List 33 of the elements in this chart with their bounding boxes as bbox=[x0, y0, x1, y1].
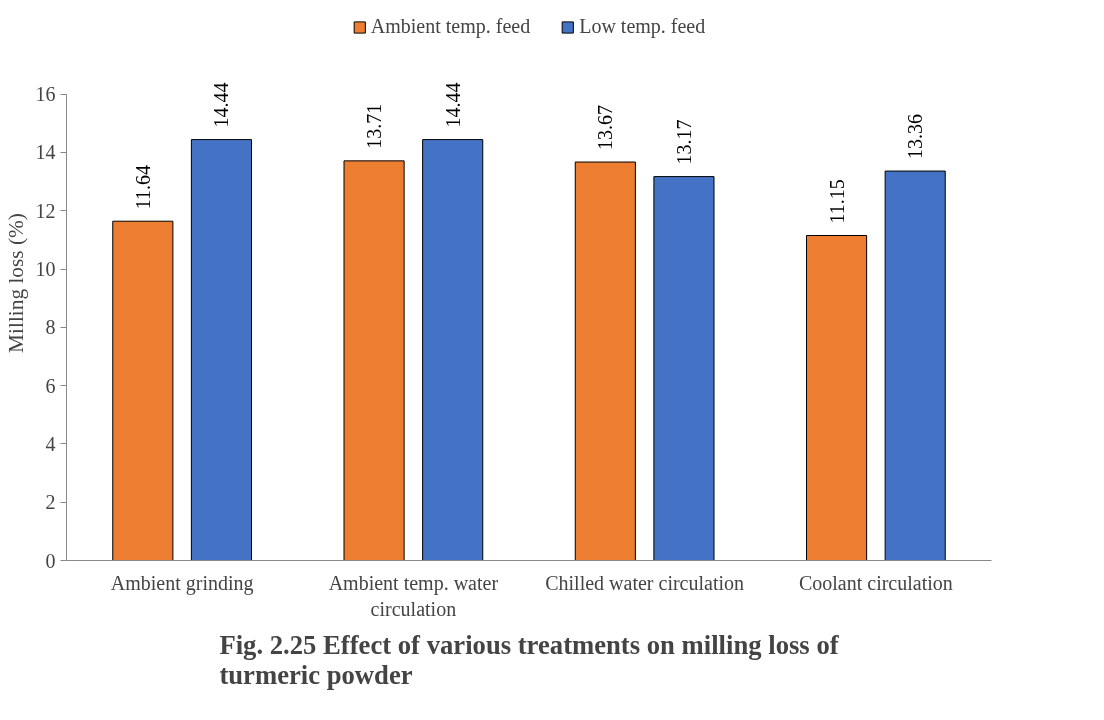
data-label: 14.44 bbox=[441, 82, 464, 128]
y-tick-label: 0 bbox=[45, 549, 56, 572]
data-label: 13.36 bbox=[904, 114, 927, 160]
y-tick-label: 4 bbox=[45, 432, 56, 455]
y-tick-label: 16 bbox=[35, 83, 56, 106]
data-label: 11.64 bbox=[131, 164, 154, 210]
y-tick-label: 14 bbox=[35, 141, 56, 164]
y-tick-label: 12 bbox=[35, 199, 56, 222]
data-label: 11.15 bbox=[825, 179, 848, 224]
bar bbox=[806, 234, 868, 561]
y-tick-label: 10 bbox=[35, 258, 56, 281]
data-label: 13.17 bbox=[672, 119, 695, 165]
bar bbox=[653, 176, 715, 561]
bar bbox=[190, 139, 252, 561]
x-tick-label: Coolant circulation bbox=[798, 571, 953, 594]
y-axis-title: Milling loss (%) bbox=[3, 213, 28, 353]
x-tick-label: Ambient temp. water circulation bbox=[328, 571, 499, 620]
y-tick-label: 2 bbox=[45, 491, 56, 514]
bar bbox=[884, 170, 946, 561]
data-label: 14.44 bbox=[210, 82, 233, 128]
data-label: 13.67 bbox=[594, 105, 617, 151]
bar bbox=[574, 161, 636, 561]
x-tick-label: Ambient grinding bbox=[110, 571, 254, 595]
legend-label: Ambient temp. feed bbox=[370, 15, 531, 38]
data-label: 13.71 bbox=[363, 103, 386, 149]
bar bbox=[343, 160, 405, 561]
x-tick-label: Chilled water circulation bbox=[545, 571, 745, 594]
bar bbox=[112, 220, 174, 561]
bar bbox=[422, 139, 484, 561]
text: Fig. 2.25 Effect of various treatments on milling loss of turmeric powder bbox=[219, 629, 840, 690]
y-tick-label: 8 bbox=[45, 316, 56, 339]
y-tick-label: 6 bbox=[45, 374, 56, 397]
legend-label: Low temp. feed bbox=[579, 15, 706, 38]
